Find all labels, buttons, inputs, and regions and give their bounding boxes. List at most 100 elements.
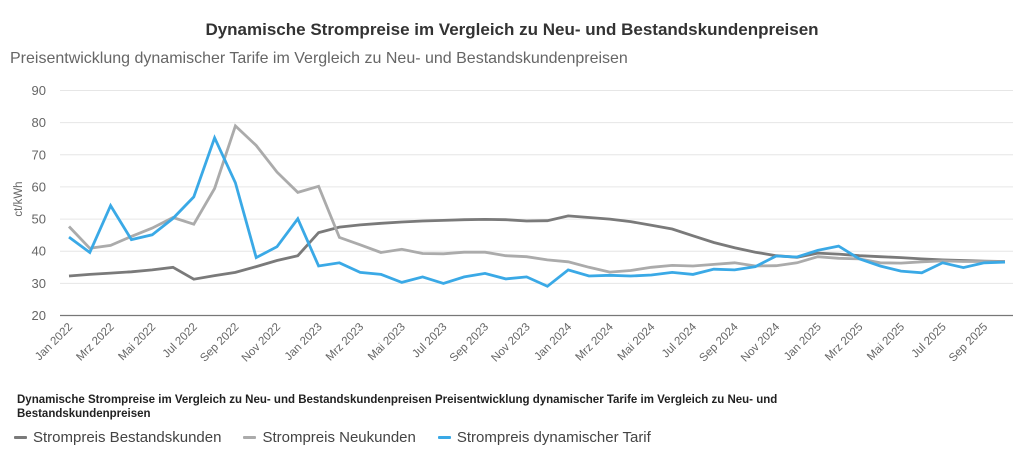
- data-point[interactable]: [1002, 259, 1008, 265]
- data-point[interactable]: [794, 254, 800, 260]
- data-point[interactable]: [108, 270, 114, 276]
- data-point[interactable]: [940, 260, 946, 266]
- data-point[interactable]: [919, 270, 925, 276]
- data-point[interactable]: [836, 255, 842, 261]
- data-point[interactable]: [503, 276, 509, 282]
- data-point[interactable]: [586, 214, 592, 220]
- data-point[interactable]: [482, 216, 488, 222]
- data-point[interactable]: [128, 269, 134, 275]
- data-point[interactable]: [919, 259, 925, 265]
- data-point[interactable]: [815, 247, 821, 253]
- data-point[interactable]: [295, 253, 301, 259]
- data-point[interactable]: [836, 243, 842, 249]
- data-point[interactable]: [274, 244, 280, 250]
- data-point[interactable]: [399, 246, 405, 252]
- data-point[interactable]: [669, 262, 675, 268]
- series-line-strompreis-dynamischer-tarif[interactable]: [68, 134, 1006, 288]
- data-point[interactable]: [711, 240, 717, 246]
- data-point[interactable]: [586, 264, 592, 270]
- data-point[interactable]: [66, 273, 72, 279]
- data-point[interactable]: [898, 268, 904, 274]
- data-point[interactable]: [815, 254, 821, 260]
- data-point[interactable]: [316, 230, 322, 236]
- data-point[interactable]: [295, 216, 301, 222]
- data-point[interactable]: [669, 269, 675, 275]
- data-point[interactable]: [960, 265, 966, 271]
- data-point[interactable]: [482, 270, 488, 276]
- data-point[interactable]: [981, 260, 987, 266]
- data-point[interactable]: [253, 142, 259, 148]
- data-point[interactable]: [440, 217, 446, 223]
- data-point[interactable]: [503, 253, 509, 259]
- data-point[interactable]: [690, 263, 696, 269]
- data-point[interactable]: [66, 234, 72, 240]
- data-point[interactable]: [440, 251, 446, 257]
- data-point[interactable]: [87, 250, 93, 256]
- data-point[interactable]: [274, 258, 280, 264]
- data-point[interactable]: [170, 264, 176, 270]
- data-point[interactable]: [232, 180, 238, 186]
- data-point[interactable]: [711, 266, 717, 272]
- data-point[interactable]: [336, 234, 342, 240]
- data-point[interactable]: [877, 263, 883, 269]
- data-point[interactable]: [752, 264, 758, 270]
- data-point[interactable]: [420, 274, 426, 280]
- data-point[interactable]: [607, 272, 613, 278]
- data-point[interactable]: [648, 264, 654, 270]
- data-point[interactable]: [794, 260, 800, 266]
- data-point[interactable]: [544, 283, 550, 289]
- data-point[interactable]: [877, 254, 883, 260]
- data-point[interactable]: [232, 123, 238, 129]
- data-point[interactable]: [212, 273, 218, 279]
- data-point[interactable]: [732, 245, 738, 251]
- data-point[interactable]: [752, 249, 758, 255]
- data-point[interactable]: [690, 271, 696, 277]
- data-point[interactable]: [87, 271, 93, 277]
- data-point[interactable]: [461, 274, 467, 280]
- data-point[interactable]: [503, 217, 509, 223]
- data-point[interactable]: [607, 216, 613, 222]
- legend-item-dynamischer-tarif[interactable]: Strompreis dynamischer Tarif: [437, 429, 651, 446]
- legend-item-neukunden[interactable]: Strompreis Neukunden: [243, 429, 416, 446]
- data-point[interactable]: [565, 267, 571, 273]
- data-point[interactable]: [66, 223, 72, 229]
- data-point[interactable]: [149, 267, 155, 273]
- legend-item-bestandskunden[interactable]: Strompreis Bestandskunden: [14, 429, 221, 446]
- data-point[interactable]: [170, 215, 176, 221]
- data-point[interactable]: [295, 189, 301, 195]
- data-point[interactable]: [544, 257, 550, 263]
- data-point[interactable]: [628, 273, 634, 279]
- series-line-strompreis-neukunden[interactable]: [67, 123, 1006, 274]
- data-point[interactable]: [212, 135, 218, 141]
- data-point[interactable]: [378, 220, 384, 226]
- data-point[interactable]: [628, 268, 634, 274]
- data-point[interactable]: [420, 250, 426, 256]
- data-point[interactable]: [108, 203, 114, 209]
- data-point[interactable]: [482, 249, 488, 255]
- data-point[interactable]: [191, 194, 197, 200]
- data-point[interactable]: [440, 280, 446, 286]
- data-point[interactable]: [669, 226, 675, 232]
- data-point[interactable]: [565, 259, 571, 265]
- data-point[interactable]: [960, 259, 966, 265]
- data-point[interactable]: [773, 263, 779, 269]
- data-point[interactable]: [898, 255, 904, 261]
- data-point[interactable]: [378, 271, 384, 277]
- data-point[interactable]: [524, 254, 530, 260]
- data-point[interactable]: [461, 249, 467, 255]
- data-point[interactable]: [253, 264, 259, 270]
- data-point[interactable]: [648, 222, 654, 228]
- data-point[interactable]: [628, 219, 634, 225]
- data-point[interactable]: [898, 260, 904, 266]
- data-point[interactable]: [232, 269, 238, 275]
- data-point[interactable]: [544, 218, 550, 224]
- data-point[interactable]: [357, 222, 363, 228]
- data-point[interactable]: [565, 213, 571, 219]
- data-point[interactable]: [108, 242, 114, 248]
- data-point[interactable]: [316, 263, 322, 269]
- data-point[interactable]: [420, 218, 426, 224]
- data-point[interactable]: [212, 186, 218, 192]
- data-point[interactable]: [149, 225, 155, 231]
- data-point[interactable]: [316, 183, 322, 189]
- data-point[interactable]: [336, 260, 342, 266]
